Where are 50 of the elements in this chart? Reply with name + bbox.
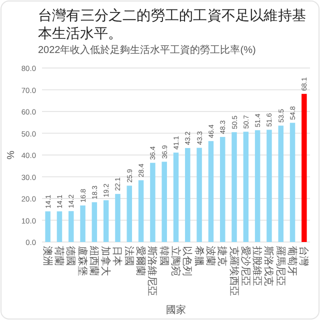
bar: [115, 194, 120, 242]
bar: [185, 148, 190, 242]
bar: [278, 126, 284, 242]
x-tick-label: 斯洛維尼亞: [146, 246, 158, 296]
bar: [220, 136, 226, 242]
bar: [126, 186, 132, 242]
bar: [68, 211, 74, 242]
bar: [196, 148, 202, 242]
x-tick-label: 紐西蘭: [88, 245, 100, 276]
x-tick-label: 澳洲: [41, 246, 54, 266]
x-tick-label: 加拿大: [100, 246, 112, 276]
x-tick-label: 德國: [64, 246, 76, 266]
x-tick-label: 以色列: [181, 246, 194, 276]
bar: [138, 180, 144, 242]
x-tick-label: 韓國: [158, 246, 170, 266]
x-tick-label: 日本: [111, 246, 124, 266]
x-tick-label: 羅馬尼亞: [274, 246, 286, 286]
x-axis-title: 國家: [166, 304, 186, 316]
bar: [103, 200, 109, 242]
x-tick-label: 希臘: [192, 246, 205, 266]
bar: [254, 130, 260, 242]
x-tick-label: 捷克: [216, 246, 228, 266]
bar: [243, 132, 249, 242]
bar: [290, 122, 296, 242]
bar: [45, 211, 50, 242]
x-tick-label: 斯洛伐克: [262, 246, 275, 286]
bar: [208, 141, 214, 242]
bar: [150, 162, 156, 242]
chart-subtitle: 2022年收入低於足夠生活水平工資的勞工比率(%): [38, 44, 256, 56]
bar: [173, 152, 179, 242]
y-axis-title: %: [6, 150, 17, 160]
x-tick-label: 台灣: [298, 246, 310, 266]
bar: [232, 132, 237, 242]
bar: [56, 211, 62, 242]
chart-title: 台灣有三分之二的勞工的工資不足以維持基本生活水平。: [38, 7, 306, 41]
x-tick-label: 盧森堡: [76, 246, 88, 276]
bar: [266, 130, 272, 242]
x-tick-label: 荷蘭: [52, 246, 65, 266]
x-tick-label: 立陶宛: [170, 246, 182, 276]
bar: [92, 202, 98, 242]
bar: [80, 205, 86, 242]
x-tick-label: 法國: [122, 246, 135, 266]
bar: [302, 94, 307, 242]
x-tick-label: 愛爾蘭: [134, 246, 147, 276]
x-tick-label: 克羅埃西亞: [228, 246, 240, 296]
x-tick-label: 愛沙尼亞: [239, 246, 252, 286]
bar: [162, 162, 167, 242]
x-tick-label: 波蘭: [204, 246, 216, 266]
x-tick-label: 葡萄牙: [286, 246, 298, 276]
x-tick-label: 拉脫維亞: [251, 246, 264, 286]
